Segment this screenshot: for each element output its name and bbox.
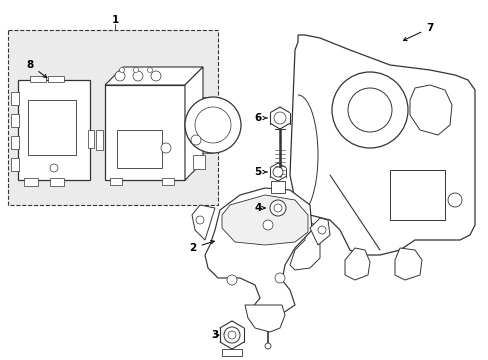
Bar bbox=[11, 158, 19, 171]
Bar bbox=[162, 178, 174, 185]
Circle shape bbox=[264, 343, 270, 349]
Bar bbox=[222, 349, 242, 356]
Bar bbox=[50, 178, 64, 186]
Text: 5: 5 bbox=[254, 167, 266, 177]
Polygon shape bbox=[222, 195, 307, 245]
Text: 1: 1 bbox=[111, 15, 119, 25]
Polygon shape bbox=[309, 218, 329, 245]
Circle shape bbox=[272, 167, 283, 177]
Circle shape bbox=[196, 216, 203, 224]
Bar bbox=[268, 221, 286, 231]
Circle shape bbox=[184, 97, 241, 153]
Bar bbox=[28, 100, 76, 155]
Circle shape bbox=[227, 331, 236, 339]
Bar bbox=[117, 130, 162, 168]
Polygon shape bbox=[192, 205, 215, 240]
Bar bbox=[11, 92, 19, 105]
Bar bbox=[8, 30, 218, 205]
Circle shape bbox=[133, 71, 142, 81]
Polygon shape bbox=[345, 248, 369, 280]
Circle shape bbox=[273, 112, 285, 124]
Circle shape bbox=[331, 72, 407, 148]
Circle shape bbox=[447, 193, 461, 207]
Circle shape bbox=[119, 68, 124, 72]
Polygon shape bbox=[394, 248, 421, 280]
Circle shape bbox=[191, 135, 201, 145]
Text: 3: 3 bbox=[211, 330, 219, 340]
Bar bbox=[88, 130, 94, 148]
Text: 8: 8 bbox=[26, 60, 47, 78]
Bar bbox=[270, 181, 285, 193]
Text: 4: 4 bbox=[254, 203, 264, 213]
Text: 6: 6 bbox=[254, 113, 266, 123]
Polygon shape bbox=[244, 305, 285, 332]
Bar bbox=[18, 80, 90, 180]
Text: 7: 7 bbox=[403, 23, 433, 40]
Bar bbox=[30, 76, 46, 82]
Polygon shape bbox=[105, 67, 203, 85]
Circle shape bbox=[263, 220, 272, 230]
Polygon shape bbox=[289, 220, 319, 270]
Circle shape bbox=[50, 164, 58, 172]
Circle shape bbox=[161, 143, 171, 153]
Polygon shape bbox=[184, 67, 203, 180]
Circle shape bbox=[147, 68, 152, 72]
Bar bbox=[389, 170, 444, 220]
Circle shape bbox=[115, 71, 125, 81]
Circle shape bbox=[347, 88, 391, 132]
Bar bbox=[193, 155, 204, 169]
Bar bbox=[11, 136, 19, 149]
Circle shape bbox=[133, 68, 138, 72]
Bar bbox=[96, 130, 103, 150]
Bar bbox=[105, 85, 184, 180]
Polygon shape bbox=[204, 188, 311, 318]
Circle shape bbox=[317, 226, 325, 234]
Circle shape bbox=[195, 107, 230, 143]
Circle shape bbox=[151, 71, 161, 81]
Bar bbox=[110, 178, 122, 185]
Circle shape bbox=[224, 327, 240, 343]
Bar bbox=[11, 114, 19, 127]
Circle shape bbox=[273, 204, 282, 212]
Polygon shape bbox=[409, 85, 451, 135]
Text: 2: 2 bbox=[189, 240, 214, 253]
Bar bbox=[24, 178, 38, 186]
Circle shape bbox=[269, 200, 285, 216]
Bar bbox=[48, 76, 64, 82]
Polygon shape bbox=[289, 35, 474, 255]
Circle shape bbox=[226, 275, 237, 285]
Circle shape bbox=[274, 273, 285, 283]
